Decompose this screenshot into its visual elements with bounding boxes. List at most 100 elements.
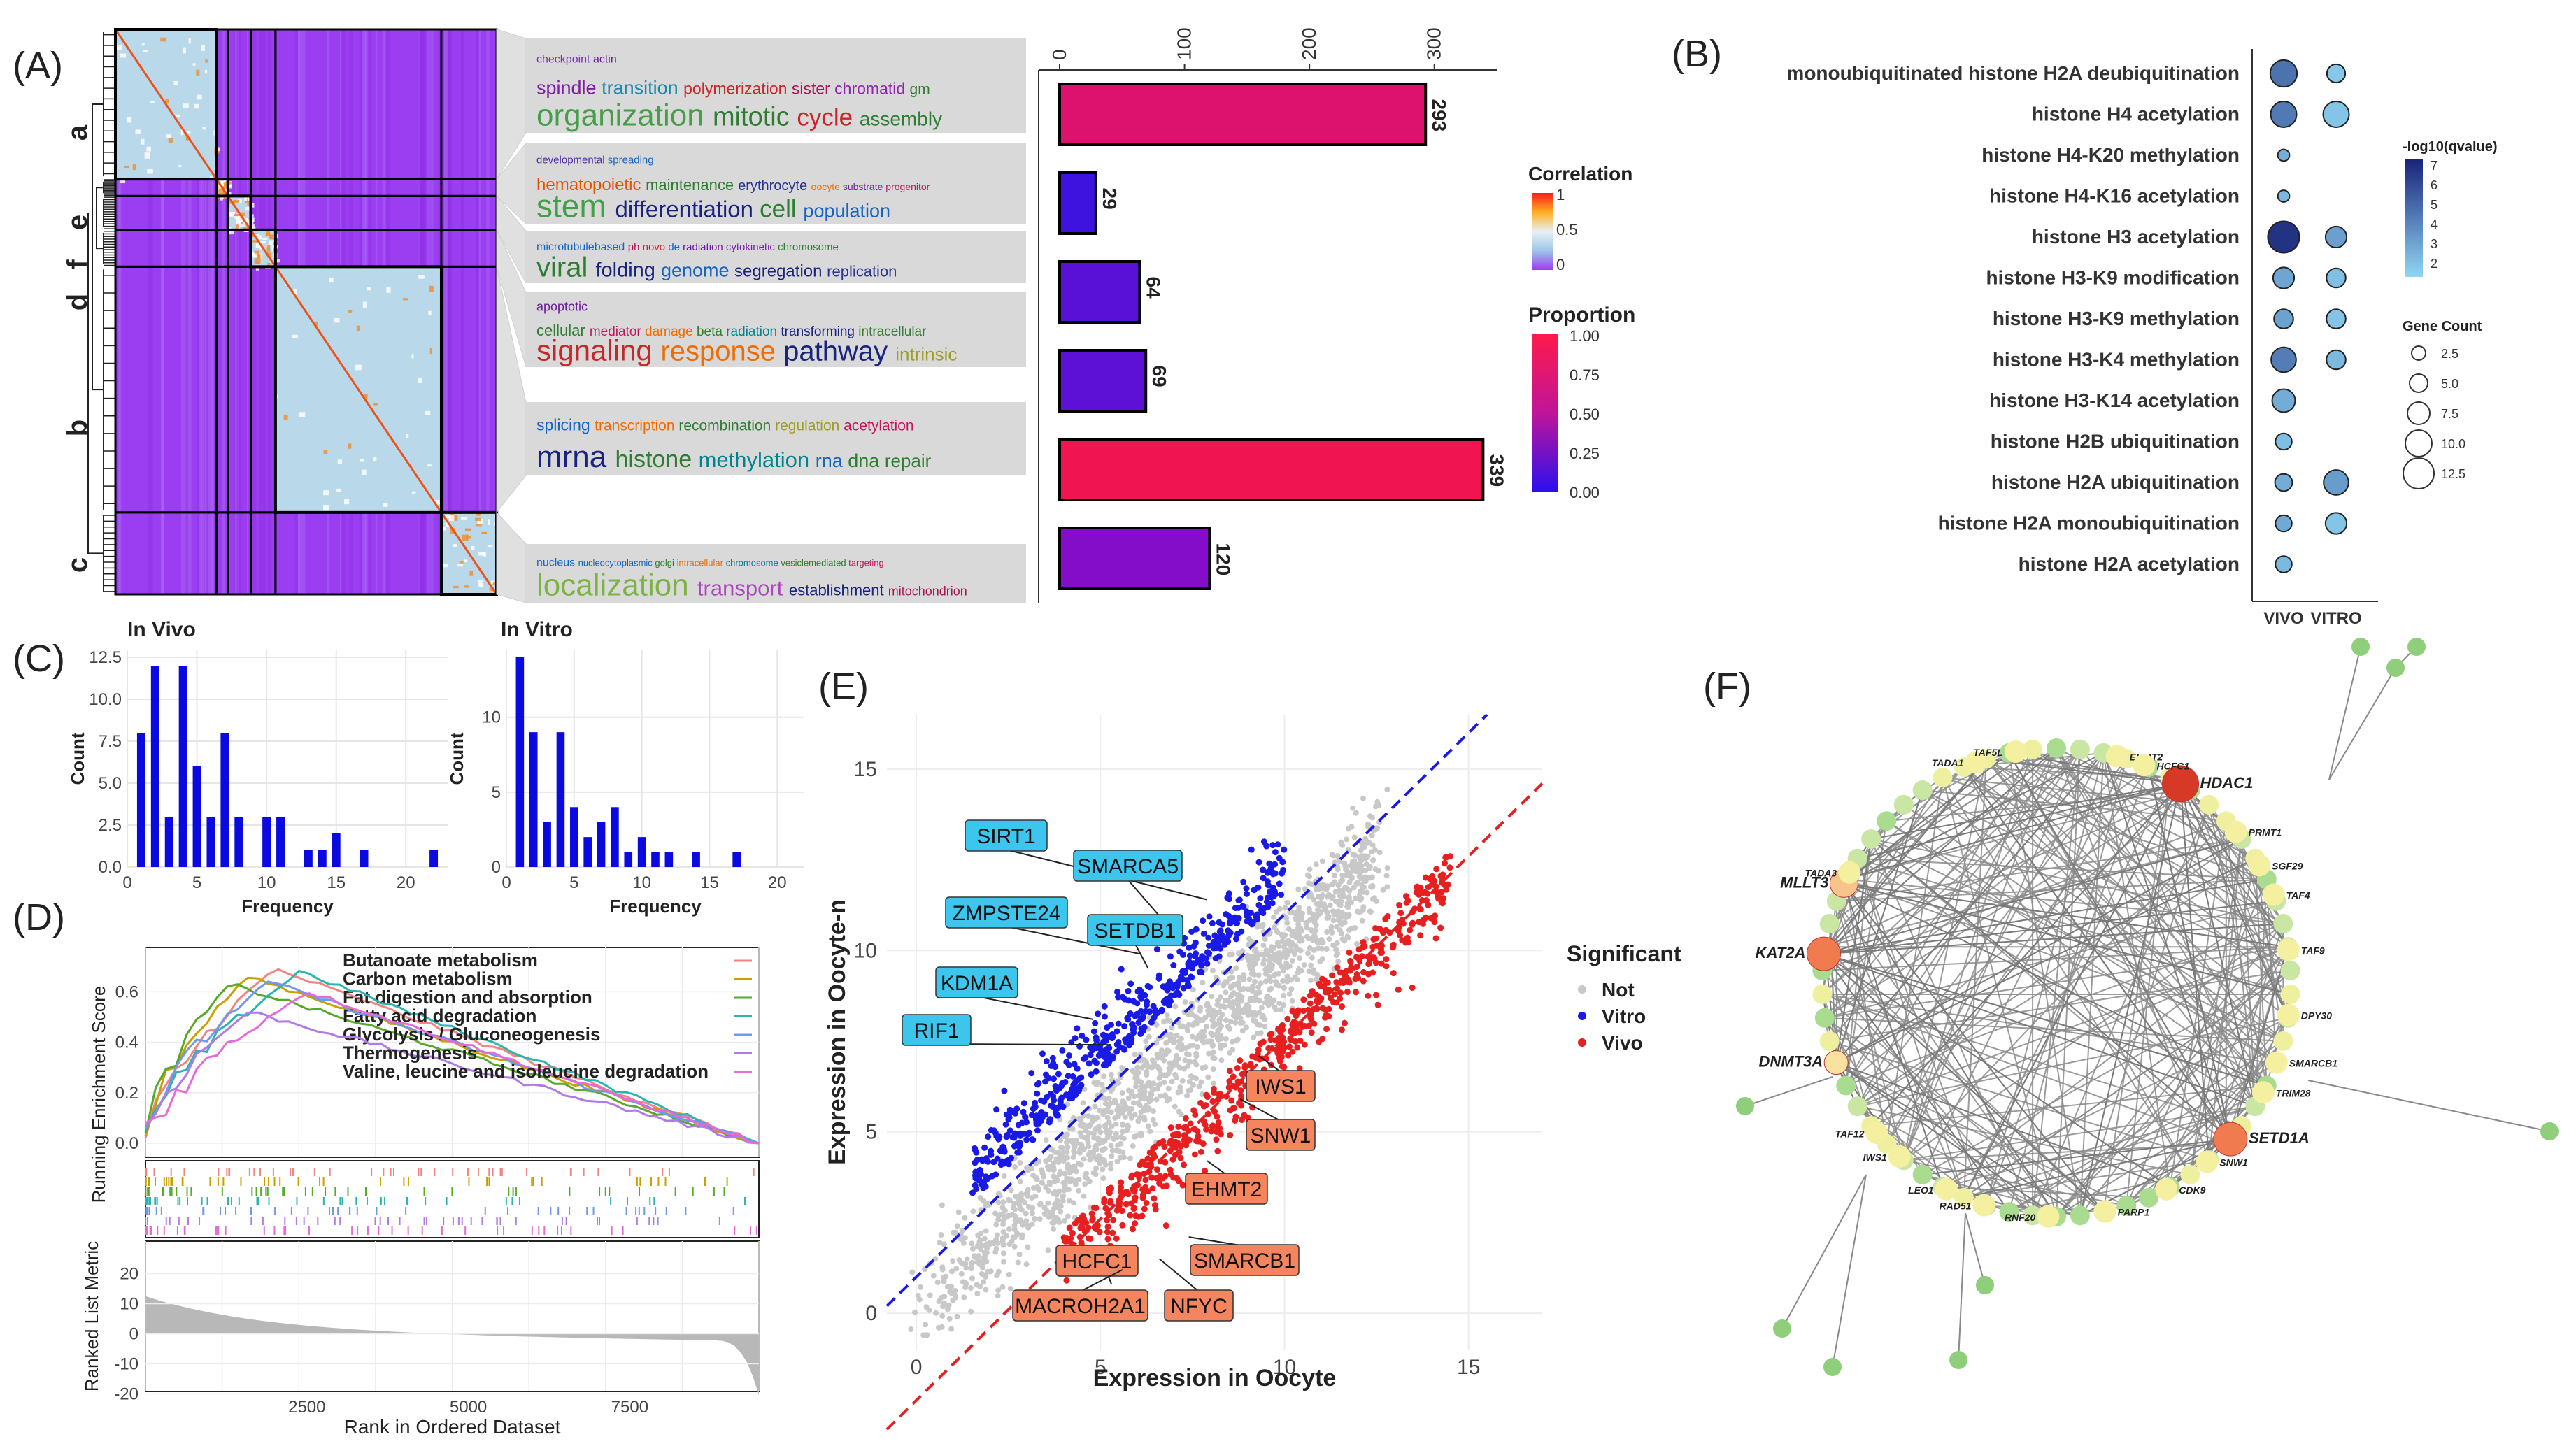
network-edge [1922, 1138, 2231, 1175]
scatter-point-vivo [1295, 1007, 1302, 1014]
scatter-point-vitro [1102, 1013, 1109, 1020]
scatter-point-vitro [1191, 960, 1198, 967]
network-node [1912, 780, 1933, 801]
network-node-label: SNW1 [2219, 1157, 2248, 1168]
panel-f: (F) HDAC1KAT2ASETD1AMLLT3DNMT3AEHMT2HCFC… [1703, 638, 2559, 1376]
scatter-point-vivo [1365, 961, 1372, 968]
scatter-point-not [1100, 1175, 1106, 1182]
network-hub-node [2133, 754, 2156, 777]
scatter-point-not [1283, 915, 1290, 921]
scatter-point-vitro [1167, 953, 1174, 960]
scatter-point-not [1233, 1038, 1239, 1044]
proportion-legend-tick: 0.75 [1570, 366, 1600, 384]
scatter-point-not [1029, 1165, 1035, 1171]
scatter-point-vitro [1218, 921, 1225, 928]
scatter-point-not [1249, 954, 1255, 960]
histogram-y-tick: 5 [492, 783, 501, 802]
wordcloud-word: cytokinetic [726, 241, 778, 253]
scatter-point-vitro [1265, 882, 1272, 889]
gsea-top-y-tick: 0.0 [115, 1134, 138, 1153]
scatter-legend-swatch [1578, 1012, 1586, 1020]
heatmap-cell [180, 129, 184, 136]
heatmap-cell [230, 213, 234, 217]
dotplot-point [2267, 220, 2300, 254]
scatter-point-not [1091, 1135, 1097, 1141]
scatter-point-vitro [1232, 905, 1239, 912]
scatter-point-vitro [1127, 980, 1134, 987]
heatmap-cell [165, 99, 169, 104]
scatter-point-not [1346, 901, 1352, 907]
network-hub-node [2162, 765, 2200, 803]
network-edge [1922, 970, 2291, 1175]
network-hub-node [1965, 751, 1988, 774]
scatter-point-not [1335, 882, 1342, 889]
scatter-point-not [985, 1201, 991, 1207]
scatter-point-not [1120, 1098, 1126, 1105]
scatter-point-not [1304, 924, 1310, 931]
scatter-point-not [1090, 1118, 1096, 1124]
network-node-peripheral [2386, 659, 2405, 677]
scatter-point-not [1054, 1198, 1060, 1204]
wordcloud-word: genome [661, 259, 734, 280]
scatter-point-not [1308, 962, 1314, 968]
scatter-point-not [1278, 1007, 1284, 1013]
scatter-point-vitro [979, 1156, 985, 1163]
scatter-point-vitro [1039, 1050, 1046, 1057]
network-edge [1857, 857, 2267, 880]
heatmap-cell [267, 252, 272, 258]
scatter-point-not [947, 1289, 953, 1295]
scatter-point-not [1340, 914, 1346, 920]
scatter-point-not [1214, 1031, 1220, 1038]
heatmap-stripe [486, 29, 490, 594]
scatter-point-not [1313, 861, 1319, 868]
heatmap-cell [477, 579, 484, 582]
gene-label-box-vitro [945, 896, 1068, 929]
scatter-point-not [1122, 1103, 1128, 1109]
histogram-bar [220, 733, 229, 867]
scatter-point-not [1068, 1176, 1074, 1182]
scatter-point-vitro [1246, 918, 1253, 925]
heatmap-cell [367, 287, 371, 291]
network-node-peripheral [1949, 1351, 1967, 1369]
scatter-point-vivo [1234, 1064, 1241, 1071]
scatter-point-not [1209, 1008, 1216, 1014]
scatter-point-vivo [1187, 1120, 1194, 1127]
scatter-point-vivo [1304, 1006, 1311, 1013]
network-node-label: TAF4 [2286, 890, 2310, 901]
gene-label-box-vivo [1185, 1173, 1268, 1205]
scatter-point-vitro [1135, 1019, 1142, 1026]
scatter-point-vivo [1378, 949, 1385, 956]
scatter-point-not [968, 1266, 974, 1272]
dotplot-point [2272, 266, 2296, 289]
scatter-point-vivo [1372, 925, 1379, 932]
heatmap-cell [235, 224, 239, 229]
scatter-point-not [1221, 1042, 1227, 1048]
histogram-plot-area [506, 650, 804, 867]
network-edge [1843, 752, 2010, 885]
heatmap-cell [425, 410, 431, 415]
scatter-point-vitro [1232, 936, 1239, 943]
scatter-point-not [1113, 1121, 1119, 1127]
network-edge [1823, 758, 1987, 954]
gsea-legend-label: Carbon metabolism [343, 968, 513, 989]
heatmap-diagonal [440, 512, 498, 595]
scatter-point-not [1304, 933, 1310, 940]
heatmap-cell [360, 459, 364, 462]
gene-label-vitro: SIRT1 [976, 825, 1035, 848]
scatter-point-vivo [1416, 905, 1423, 912]
scatter-point-vitro [1180, 951, 1187, 958]
dendrogram-branch [87, 213, 104, 554]
scatter-point-not [1109, 1147, 1116, 1154]
scatter-point-not [1297, 947, 1304, 954]
heatmap-cell [411, 491, 416, 494]
scatter-point-not [1342, 864, 1349, 870]
scatter-point-vivo [1437, 924, 1444, 931]
scatter-point-vivo [1123, 1201, 1130, 1208]
scatter-point-not [1173, 1052, 1179, 1059]
scatter-point-vitro [1017, 1132, 1024, 1139]
heatmap-diagonal [227, 195, 252, 231]
scatter-point-not [1216, 1026, 1223, 1033]
scatter-point-not [1309, 954, 1315, 961]
wordcloud-word: hematopoietic [536, 176, 646, 194]
scatter-point-not [1313, 922, 1319, 929]
